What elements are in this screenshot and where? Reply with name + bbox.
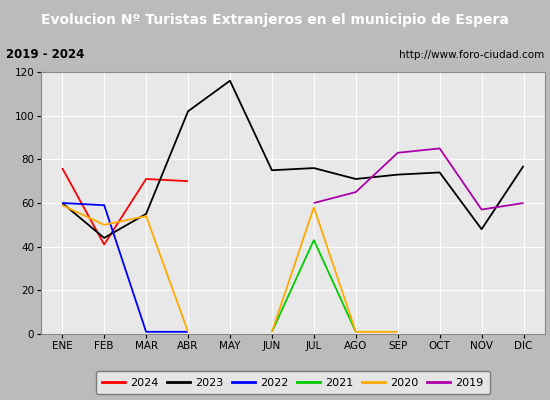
- Text: http://www.foro-ciudad.com: http://www.foro-ciudad.com: [399, 50, 544, 60]
- Text: Evolucion Nº Turistas Extranjeros en el municipio de Espera: Evolucion Nº Turistas Extranjeros en el …: [41, 13, 509, 27]
- Legend: 2024, 2023, 2022, 2021, 2020, 2019: 2024, 2023, 2022, 2021, 2020, 2019: [96, 371, 490, 394]
- Text: 2019 - 2024: 2019 - 2024: [6, 48, 84, 62]
